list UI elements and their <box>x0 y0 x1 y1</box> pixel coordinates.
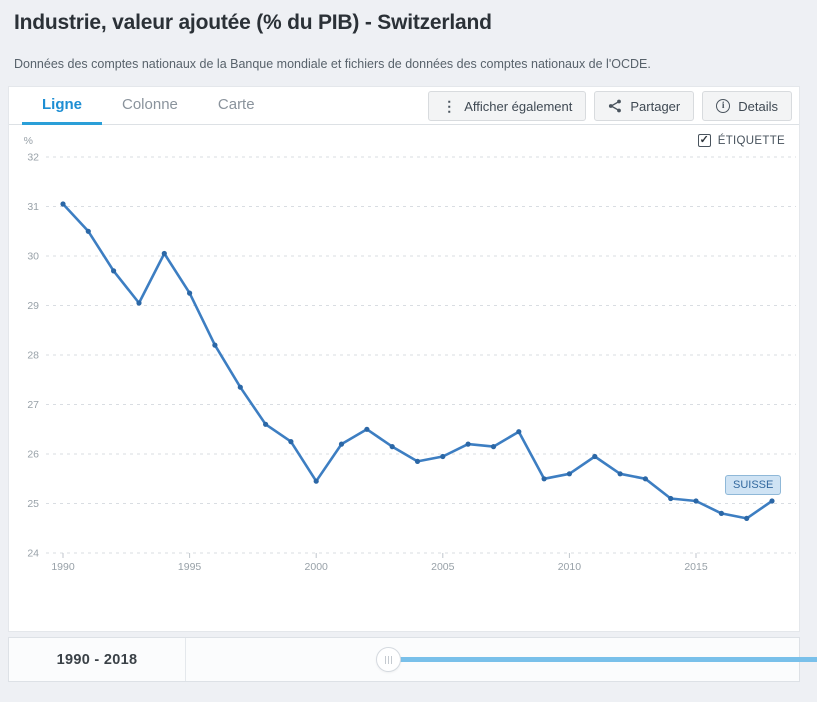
svg-text:1990: 1990 <box>51 561 75 573</box>
svg-text:25: 25 <box>27 498 39 510</box>
page-title: Industrie, valeur ajoutée (% du PIB) - S… <box>14 11 492 34</box>
page-subtitle: Données des comptes nationaux de la Banq… <box>14 57 651 71</box>
svg-text:2015: 2015 <box>684 561 708 573</box>
tab-ligne-label: Ligne <box>42 96 82 113</box>
details-button[interactable]: i Details <box>702 91 792 121</box>
svg-text:28: 28 <box>27 350 39 362</box>
svg-text:31: 31 <box>27 201 39 213</box>
chart-region: 24 25 26 27 28 29 30 31 32% 1990 1995 2000 2005 2010 2… <box>9 125 799 631</box>
range-label: 1990 - 2018 <box>56 651 138 668</box>
slider-track[interactable] <box>388 657 817 662</box>
tab-colonne[interactable]: Colonne <box>102 87 198 125</box>
svg-text:26: 26 <box>27 449 39 461</box>
svg-text:2005: 2005 <box>431 561 455 573</box>
tab-colonne-label: Colonne <box>122 96 178 113</box>
toolbar: ⋮ Afficher également Partager <box>428 91 792 121</box>
series-label-badge: SUISSE <box>725 475 782 495</box>
svg-text:1995: 1995 <box>178 561 202 573</box>
svg-text:30: 30 <box>27 251 39 263</box>
svg-text:24: 24 <box>27 548 39 560</box>
details-label: Details <box>738 98 778 114</box>
share-icon <box>608 99 622 113</box>
svg-text:29: 29 <box>27 300 39 312</box>
svg-text:32: 32 <box>27 152 39 164</box>
etiquette-label: ÉTIQUETTE <box>717 134 785 147</box>
checkbox-checked-icon: ✓ <box>697 134 711 147</box>
slider-handle-left[interactable] <box>376 647 401 672</box>
show-also-button[interactable]: ⋮ Afficher également <box>428 91 587 121</box>
chart-card: Ligne Colonne Carte ⋮ Afficher également <box>8 86 800 632</box>
kebab-icon: ⋮ <box>442 98 457 114</box>
svg-text:%: % <box>24 135 33 147</box>
share-label: Partager <box>630 98 681 114</box>
svg-text:2010: 2010 <box>558 561 582 573</box>
show-also-label: Afficher également <box>464 98 573 114</box>
tab-carte-label: Carte <box>217 96 255 113</box>
line-chart[interactable]: 24 25 26 27 28 29 30 31 32% 1990 1995 2000 2005 2010 2… <box>9 125 799 631</box>
range-slider-panel: 1990 - 2018 <box>8 637 817 682</box>
range-slider[interactable] <box>186 638 817 681</box>
tabs: Ligne Colonne Carte <box>22 87 275 125</box>
tab-ligne[interactable]: Ligne <box>22 87 102 125</box>
svg-text:27: 27 <box>27 399 39 411</box>
info-icon: i <box>716 99 731 113</box>
etiquette-checkbox[interactable]: ✓ ÉTIQUETTE <box>697 134 785 147</box>
share-button[interactable]: Partager <box>594 91 695 121</box>
range-label-cell: 1990 - 2018 <box>9 638 186 681</box>
tab-bar: Ligne Colonne Carte ⋮ Afficher également <box>9 87 799 125</box>
tab-carte[interactable]: Carte <box>198 87 275 125</box>
svg-text:2000: 2000 <box>305 561 329 573</box>
